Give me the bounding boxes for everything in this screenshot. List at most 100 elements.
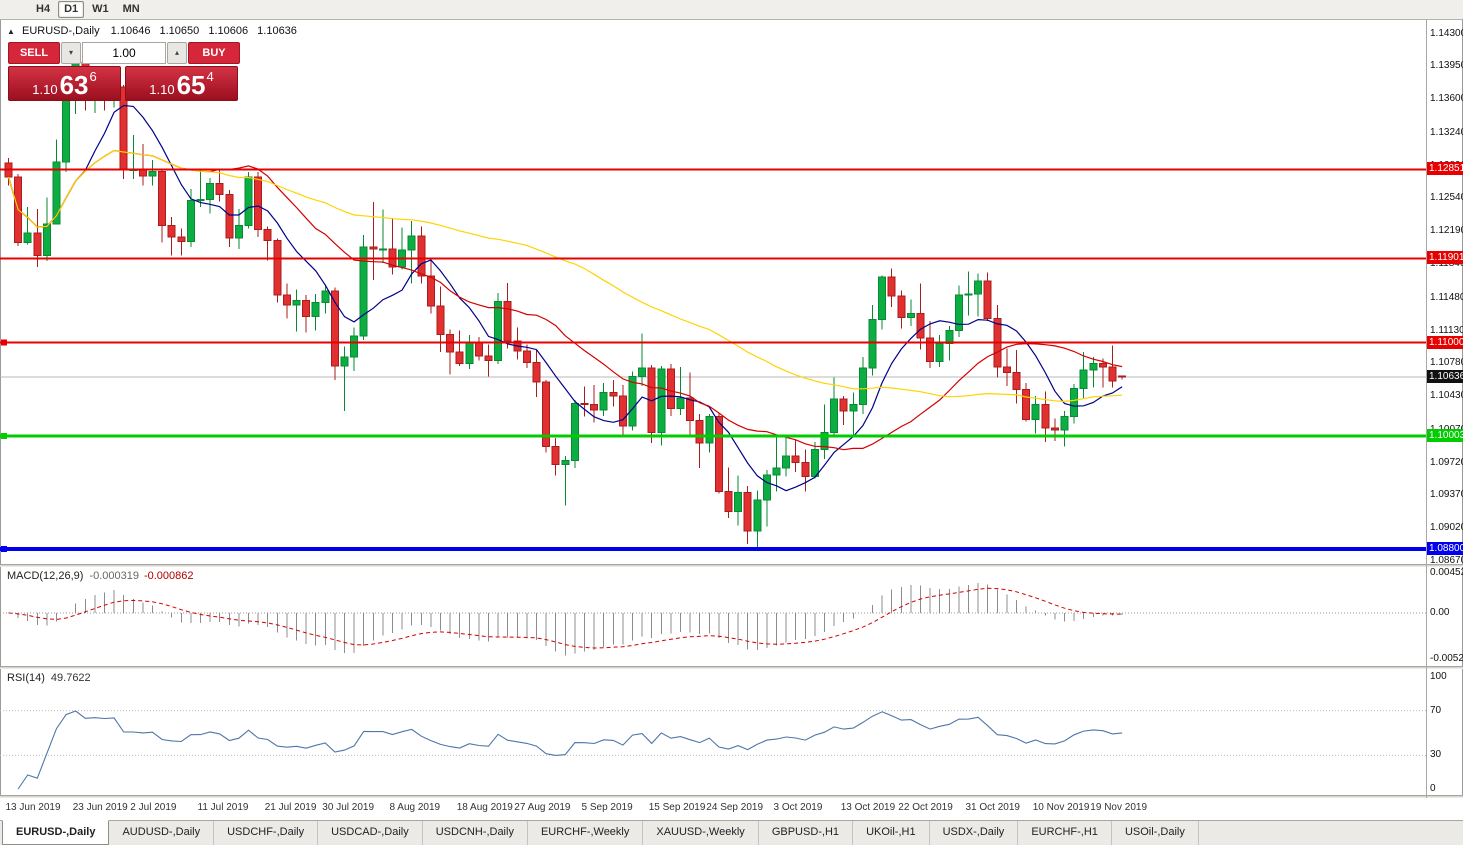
price-axis-tick: 1.13950 (1430, 60, 1463, 72)
price-level-badge: 1.11000 (1427, 335, 1463, 349)
sell-price-pipette: 6 (89, 69, 97, 84)
rsi-panel: RSI(14) 49.7622 (0, 669, 1463, 795)
chart-tab-eurchf-weekly[interactable]: EURCHF-,Weekly (528, 821, 644, 845)
macd-axis-tick: 0.00 (1430, 606, 1450, 618)
price-axis-tick: 1.12540 (1430, 192, 1463, 204)
lot-decrease-button[interactable]: ▾ (61, 42, 81, 64)
macd-main-value: -0.000319 (89, 570, 139, 582)
chart-tab-xauusd-weekly[interactable]: XAUUSD-,Weekly (643, 821, 759, 845)
chart-tab-eurusd-daily[interactable]: EURUSD-,Daily (2, 820, 110, 845)
date-axis-label: 2 Jul 2019 (130, 802, 177, 813)
buy-button[interactable]: BUY (188, 42, 240, 64)
one-click-prices-row: 1.10 63 6 1.10 65 4 (8, 66, 244, 101)
date-axis-label: 24 Sep 2019 (706, 802, 764, 813)
sell-price-prefix: 1.10 (32, 82, 58, 97)
collapse-one-click-icon[interactable]: ▲ (7, 27, 15, 36)
chart-tab-usdchf-daily[interactable]: USDCHF-,Daily (214, 821, 319, 845)
price-level-badge: 1.11901 (1427, 251, 1463, 265)
macd-axis-tick: -0.0052205 (1430, 653, 1463, 664)
current-price-badge: 1.10636 (1427, 369, 1463, 383)
rsi-axis-tick: 0 (1430, 783, 1436, 794)
date-axis-label: 30 Jul 2019 (322, 802, 375, 813)
date-axis-label: 23 Jun 2019 (72, 802, 128, 813)
date-axis-label: 27 Aug 2019 (514, 802, 571, 813)
buy-price-big: 65 (176, 70, 206, 100)
sell-price-big: 63 (59, 70, 89, 100)
buy-price-tile[interactable]: 1.10 65 4 (125, 66, 238, 101)
price-axis-tick: 1.08670 (1430, 554, 1463, 566)
date-axis-label: 13 Jun 2019 (5, 802, 61, 813)
lot-increase-button[interactable]: ▴ (167, 42, 187, 64)
price-level-badge: 1.08800 (1427, 541, 1463, 555)
rsi-axis-tick: 30 (1430, 749, 1442, 761)
timeframe-button-w1[interactable]: W1 (86, 1, 115, 18)
price-axis-tick: 1.11130 (1430, 324, 1463, 336)
chart-tab-ukoil-h1[interactable]: UKOil-,H1 (853, 821, 930, 845)
date-axis-label: 15 Sep 2019 (648, 802, 706, 813)
chart-tab-usdx-daily[interactable]: USDX-,Daily (930, 821, 1019, 845)
macd-label: MACD(12,26,9) (7, 570, 84, 582)
timeframe-button-h4[interactable]: H4 (30, 1, 56, 18)
timeframe-button-d1[interactable]: D1 (58, 1, 85, 18)
buy-price-pipette: 4 (206, 69, 214, 84)
date-axis-label: 21 Jul 2019 (264, 802, 317, 813)
date-axis-label: 22 Oct 2019 (898, 802, 953, 813)
date-axis-label: 10 Nov 2019 (1032, 802, 1090, 813)
ohlc-open: 1.10646 (110, 25, 151, 37)
panel-divider[interactable] (0, 564, 1463, 567)
ohlc-low: 1.10606 (208, 25, 249, 37)
chart-tabs-bar: EURUSD-,Daily AUDUSD-,Daily USDCHF-,Daily U… (0, 820, 1463, 845)
ohlc-close: 1.10636 (257, 25, 297, 37)
macd-panel: MACD(12,26,9) -0.000319 -0.000862 (0, 567, 1463, 666)
date-axis-label: 3 Oct 2019 (773, 802, 823, 813)
timeframe-button-mn[interactable]: MN (117, 1, 146, 18)
chart-tab-audusd-daily[interactable]: AUDUSD-,Daily (109, 821, 215, 845)
price-axis-tick: 1.14300 (1430, 27, 1463, 39)
rsi-label: RSI(14) (7, 672, 45, 684)
chart-tab-eurchf-h1[interactable]: EURCHF-,H1 (1018, 821, 1112, 845)
chart-tab-usdcad-daily[interactable]: USDCAD-,Daily (318, 821, 423, 845)
panel-divider[interactable] (0, 795, 1463, 798)
date-axis-label: 18 Aug 2019 (456, 802, 513, 813)
rsi-plot[interactable] (0, 669, 1426, 795)
ohlc-high: 1.10650 (159, 25, 200, 37)
date-axis-label: 13 Oct 2019 (840, 802, 896, 813)
price-level-badge: 1.12851 (1427, 162, 1463, 176)
chart-tab-usdcnh-daily[interactable]: USDCNH-,Daily (423, 821, 528, 845)
date-axis-label: 11 Jul 2019 (197, 802, 249, 813)
sell-price-tile[interactable]: 1.10 63 6 (8, 66, 121, 101)
sell-button[interactable]: SELL (8, 42, 60, 64)
date-axis-label: 19 Nov 2019 (1090, 802, 1148, 813)
price-level-badge: 1.10003 (1427, 429, 1463, 443)
price-axis-tick: 1.11480 (1430, 291, 1463, 303)
chart-tab-gbpusd-h1[interactable]: GBPUSD-,H1 (759, 821, 854, 845)
buy-price-prefix: 1.10 (149, 82, 175, 97)
date-axis-label: 5 Sep 2019 (581, 802, 633, 813)
timeframe-toolbar: H4 D1 W1 MN (0, 0, 1463, 20)
chart-tab-usoil-daily[interactable]: USOil-,Daily (1112, 821, 1199, 845)
symbol-timeframe-label: EURUSD-,Daily (21, 25, 100, 37)
rsi-value: 49.7622 (50, 672, 91, 684)
price-axis-tick: 1.09020 (1430, 522, 1463, 534)
price-axis-tick: 1.13600 (1430, 93, 1463, 105)
lot-size-input[interactable] (82, 42, 166, 64)
panel-divider[interactable] (0, 666, 1463, 669)
price-axis-tick: 1.09370 (1430, 489, 1463, 501)
macd-label-row: MACD(12,26,9) -0.000319 -0.000862 (7, 570, 194, 582)
rsi-axis-tick: 100 (1430, 671, 1447, 682)
date-axis[interactable]: 13 Jun 2019 23 Jun 2019 2 Jul 2019 11 Jul 2… (0, 798, 1463, 820)
price-axis[interactable]: 1.143001.139501.136001.132401.128901.125… (1426, 20, 1463, 798)
rsi-label-row: RSI(14) 49.7622 (7, 672, 91, 684)
price-axis-tick: 1.10430 (1430, 390, 1463, 402)
macd-signal-value: -0.000862 (143, 570, 194, 582)
candlestick-plot[interactable] (0, 20, 1426, 564)
price-chart-panel: ▲ EURUSD-,Daily 1.10646 1.10650 1.10606 … (0, 20, 1463, 564)
date-axis-label: 8 Aug 2019 (389, 802, 441, 813)
macd-plot[interactable] (0, 567, 1426, 666)
chevron-up-icon: ▴ (174, 48, 179, 57)
price-axis-tick: 1.09720 (1430, 456, 1463, 468)
chevron-down-icon: ▾ (68, 48, 73, 57)
price-axis-tick: 1.12190 (1430, 225, 1463, 237)
